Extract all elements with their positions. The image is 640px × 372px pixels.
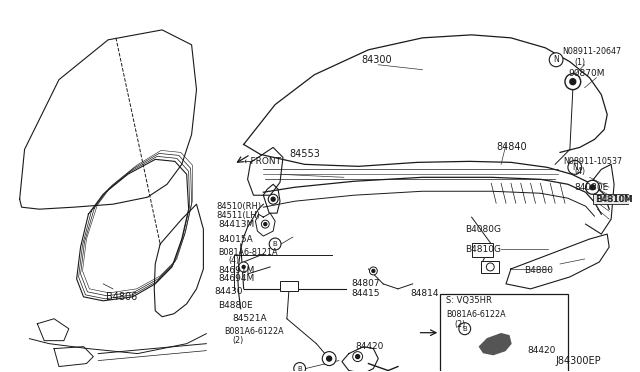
Text: B4880: B4880 — [524, 266, 553, 275]
Circle shape — [326, 356, 332, 361]
Bar — [593, 194, 631, 204]
Circle shape — [590, 185, 595, 190]
Circle shape — [459, 323, 470, 335]
Text: B4810G: B4810G — [465, 244, 500, 254]
Text: 84840: 84840 — [496, 142, 527, 153]
Text: B: B — [273, 241, 278, 247]
Text: 84415: 84415 — [352, 289, 380, 298]
Text: 84814: 84814 — [411, 289, 439, 298]
Text: (4): (4) — [575, 167, 586, 176]
Circle shape — [570, 79, 576, 85]
Text: B4810M: B4810M — [595, 195, 632, 204]
Circle shape — [372, 269, 375, 272]
Circle shape — [242, 266, 245, 269]
Circle shape — [264, 222, 267, 225]
Text: (4): (4) — [228, 256, 239, 266]
Circle shape — [261, 220, 269, 228]
Text: 84420: 84420 — [356, 342, 384, 351]
Bar — [440, 294, 568, 372]
Text: 84413M: 84413M — [218, 219, 254, 229]
Circle shape — [239, 262, 248, 272]
Text: B4880E: B4880E — [218, 301, 253, 310]
Circle shape — [269, 238, 281, 250]
Circle shape — [549, 53, 563, 67]
Text: N08911-10537: N08911-10537 — [563, 157, 622, 166]
Text: B: B — [462, 326, 467, 332]
Text: 84080E: 84080E — [575, 183, 609, 192]
Text: 84015A: 84015A — [218, 235, 253, 244]
Text: 84691M: 84691M — [218, 266, 255, 275]
Text: B: B — [298, 366, 302, 372]
Circle shape — [356, 355, 360, 359]
Text: S: VQ35HR: S: VQ35HR — [446, 296, 492, 305]
Text: 84420: 84420 — [527, 346, 556, 355]
Text: B081A6-6122A: B081A6-6122A — [224, 327, 284, 336]
Circle shape — [565, 74, 580, 90]
Text: ←FRONT: ←FRONT — [244, 157, 282, 166]
Text: 84511(LH): 84511(LH) — [216, 211, 260, 219]
Circle shape — [586, 180, 599, 194]
Circle shape — [369, 267, 378, 275]
Text: N: N — [553, 55, 559, 64]
Bar — [280, 281, 298, 291]
Text: B4080G: B4080G — [465, 225, 500, 234]
Circle shape — [486, 263, 494, 271]
Text: 84430: 84430 — [214, 287, 243, 296]
Text: 84510(RH): 84510(RH) — [216, 202, 261, 211]
Text: (1): (1) — [575, 58, 586, 67]
Text: 90870M: 90870M — [568, 69, 604, 78]
Text: (2): (2) — [232, 336, 243, 345]
Text: N08911-20647: N08911-20647 — [562, 47, 621, 56]
Circle shape — [294, 363, 305, 372]
Text: 84521A: 84521A — [233, 314, 268, 323]
Text: 84553: 84553 — [290, 150, 321, 159]
Bar — [481, 261, 499, 273]
Circle shape — [271, 197, 275, 201]
Text: 84807: 84807 — [352, 279, 380, 288]
Text: N: N — [572, 163, 578, 172]
Circle shape — [353, 352, 362, 362]
Bar — [472, 243, 493, 257]
Polygon shape — [479, 334, 511, 355]
Text: B4810M: B4810M — [596, 195, 633, 204]
Circle shape — [568, 160, 582, 174]
Text: 84300: 84300 — [362, 55, 392, 65]
Text: B081A6-8121A: B081A6-8121A — [218, 247, 278, 257]
Text: (2): (2) — [454, 320, 465, 329]
Text: J84300EP: J84300EP — [555, 356, 601, 366]
Circle shape — [323, 352, 336, 366]
Text: 84694M: 84694M — [218, 275, 254, 283]
Text: B081A6-6122A: B081A6-6122A — [446, 310, 506, 319]
Text: B4806: B4806 — [106, 292, 138, 302]
Circle shape — [268, 194, 278, 204]
